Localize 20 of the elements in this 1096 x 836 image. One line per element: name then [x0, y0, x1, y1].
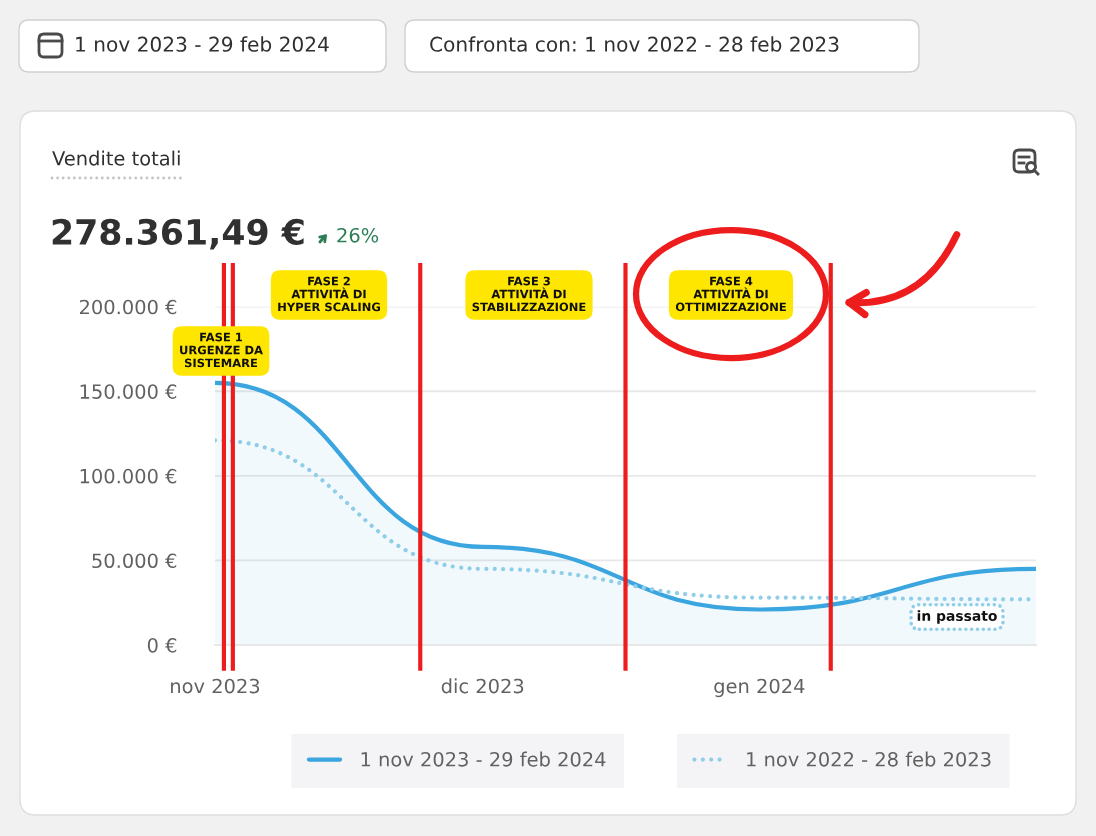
x-tick-label: nov 2023	[171, 678, 260, 694]
x-tick-label: dic 2023	[441, 678, 524, 694]
y-tick-label: 50.000 €	[92, 553, 177, 569]
y-tick-label: 150.000 €	[80, 384, 177, 399]
chart-subtitle: 278.361,49 €	[52, 218, 304, 250]
text: Confronta con: 1 nov 2022 - 28 feb 2023	[430, 36, 839, 52]
text: 1 nov 2023 - 29 feb 2024	[76, 36, 329, 52]
annotation: FASE 4 ATTIVITÀ DI OTTIMIZZAZIONE	[675, 276, 786, 312]
annotation: FASE 2 ATTIVITÀ DI HYPER SCALING	[278, 276, 380, 312]
annotation: in passato	[917, 610, 997, 624]
chart-title: Vendite totali	[52, 150, 180, 166]
annotation: FASE 1 URGENZE DA SISTEMARE	[180, 332, 263, 368]
y-tick-label: 200.000 €	[79, 299, 177, 315]
legend-label: 1 nov 2022 - 28 feb 2023	[747, 751, 991, 767]
y-tick-label: 100.000 €	[80, 468, 177, 484]
text: 26%	[337, 227, 379, 243]
legend-label: 1 nov 2023 - 29 feb 2024	[361, 751, 606, 767]
y-tick-label: 0 €	[147, 637, 177, 653]
annotation: FASE 3 ATTIVITÀ DI STABILIZZAZIONE	[472, 276, 586, 312]
x-tick-label: gen 2024	[714, 678, 805, 698]
